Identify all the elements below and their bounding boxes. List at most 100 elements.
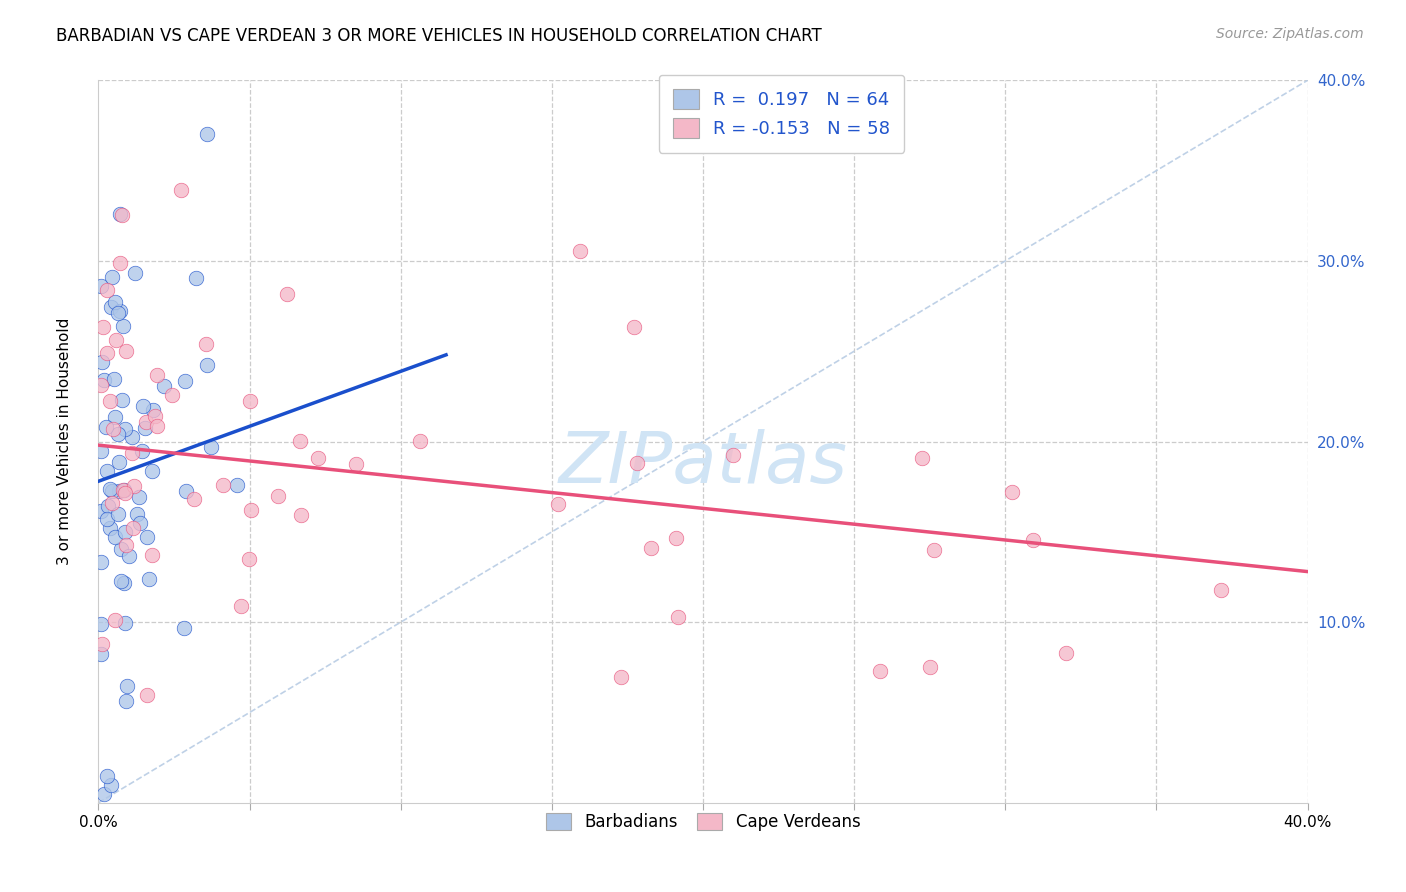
Point	[547, 497, 569, 511]
Point	[225, 477, 247, 491]
Point	[623, 320, 645, 334]
Point	[107, 455, 129, 469]
Point	[869, 664, 891, 678]
Point	[98, 483, 121, 497]
Point	[569, 244, 592, 258]
Point	[90, 279, 112, 293]
Point	[307, 451, 329, 466]
Text: ZIPatlas: ZIPatlas	[558, 429, 848, 498]
Point	[101, 496, 124, 510]
Point	[90, 504, 112, 518]
Point	[118, 549, 141, 563]
Point	[110, 208, 132, 222]
Point	[100, 300, 122, 314]
Point	[115, 344, 138, 359]
Point	[96, 464, 118, 478]
Point	[141, 548, 163, 562]
Point	[195, 128, 218, 142]
Point	[146, 368, 169, 382]
Point	[90, 617, 112, 632]
Point	[1022, 533, 1045, 548]
Point	[609, 670, 631, 684]
Point	[112, 575, 135, 590]
Point	[96, 769, 118, 783]
Point	[91, 319, 114, 334]
Point	[100, 778, 122, 792]
Point	[105, 333, 128, 347]
Point	[97, 500, 120, 514]
Point	[239, 393, 262, 408]
Point	[90, 555, 112, 569]
Point	[127, 507, 149, 521]
Point	[1209, 582, 1232, 597]
Point	[134, 420, 156, 434]
Point	[91, 637, 114, 651]
Point	[104, 294, 127, 309]
Point	[145, 409, 167, 423]
Point	[114, 422, 136, 436]
Point	[924, 542, 946, 557]
Point	[96, 512, 118, 526]
Point	[626, 456, 648, 470]
Point	[195, 337, 218, 351]
Point	[121, 430, 143, 444]
Point	[141, 464, 163, 478]
Point	[160, 388, 183, 402]
Point	[184, 271, 207, 285]
Point	[98, 393, 121, 408]
Point	[107, 427, 129, 442]
Point	[918, 660, 941, 674]
Point	[1001, 485, 1024, 500]
Point	[1054, 646, 1077, 660]
Point	[93, 787, 115, 801]
Point	[110, 207, 132, 221]
Point	[290, 508, 312, 522]
Point	[108, 483, 131, 498]
Point	[111, 319, 134, 334]
Point	[96, 283, 118, 297]
Point	[128, 490, 150, 504]
Text: BARBADIAN VS CAPE VERDEAN 3 OR MORE VEHICLES IN HOUSEHOLD CORRELATION CHART: BARBADIAN VS CAPE VERDEAN 3 OR MORE VEHI…	[56, 27, 823, 45]
Point	[174, 484, 197, 499]
Point	[129, 516, 152, 531]
Point	[288, 434, 311, 449]
Point	[93, 373, 115, 387]
Point	[153, 378, 176, 392]
Point	[195, 358, 218, 372]
Point	[173, 621, 195, 635]
Point	[103, 372, 125, 386]
Point	[90, 443, 112, 458]
Point	[122, 479, 145, 493]
Point	[344, 457, 367, 471]
Point	[132, 399, 155, 413]
Point	[231, 599, 253, 613]
Point	[124, 266, 146, 280]
Point	[107, 305, 129, 319]
Point	[200, 440, 222, 454]
Point	[211, 477, 233, 491]
Point	[96, 346, 118, 360]
Point	[107, 507, 129, 521]
Point	[142, 402, 165, 417]
Point	[640, 541, 662, 556]
Point	[666, 610, 689, 624]
Point	[101, 484, 124, 499]
Point	[94, 420, 117, 434]
Point	[90, 354, 112, 368]
Point	[110, 541, 132, 556]
Point	[104, 409, 127, 424]
Point	[101, 270, 124, 285]
Point	[238, 552, 260, 566]
Point	[111, 483, 134, 497]
Point	[136, 531, 159, 545]
Point	[103, 422, 125, 436]
Point	[98, 521, 121, 535]
Point	[115, 537, 138, 551]
Point	[110, 574, 132, 588]
Point	[121, 521, 143, 535]
Point	[111, 393, 134, 408]
Point	[135, 688, 157, 702]
Point	[114, 615, 136, 630]
Point	[112, 483, 135, 497]
Point	[721, 448, 744, 462]
